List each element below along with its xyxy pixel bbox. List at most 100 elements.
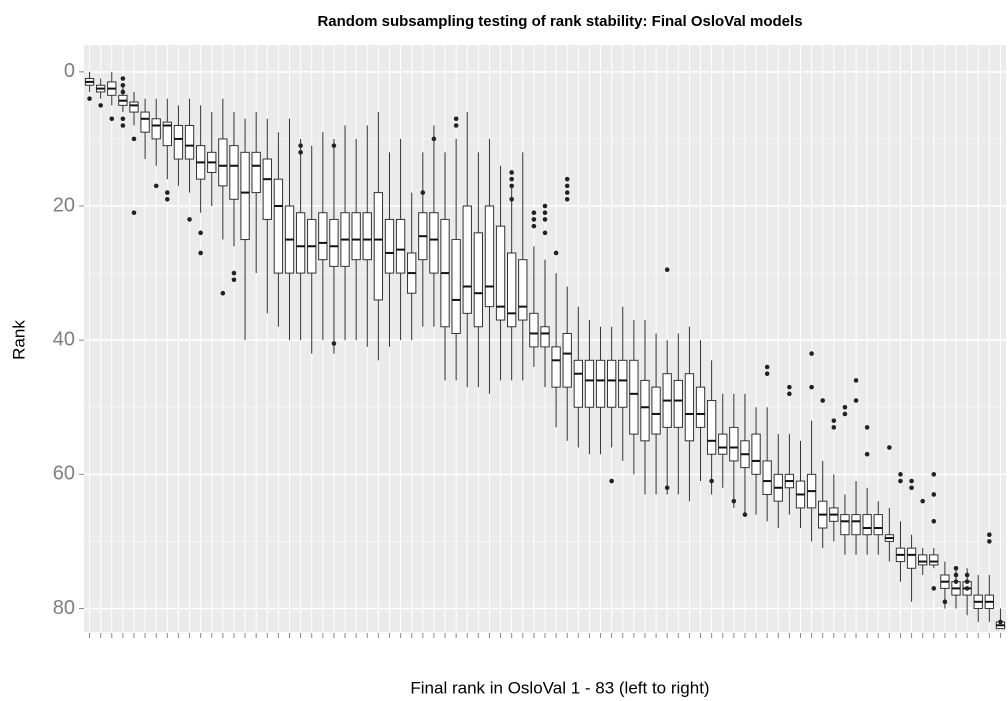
outlier (964, 579, 970, 584)
box (906, 547, 917, 569)
outlier (198, 230, 203, 236)
outlier (909, 485, 914, 491)
box (918, 554, 928, 566)
outlier (87, 96, 92, 101)
box (395, 218, 406, 274)
outlier (931, 519, 937, 524)
outlier (120, 89, 126, 95)
outlier (998, 619, 1003, 625)
outlier (953, 572, 959, 578)
outlier (553, 250, 559, 256)
outlier (664, 485, 670, 491)
box (629, 359, 639, 435)
box (595, 359, 606, 408)
outlier (509, 196, 514, 202)
y-tick-label: 60 (53, 463, 75, 485)
outlier (764, 364, 770, 370)
box (851, 514, 861, 536)
chart-title: Random subsampling testing of rank stabi… (317, 13, 802, 30)
outlier (931, 492, 937, 497)
y-tick-label: 40 (53, 328, 75, 350)
outlier (298, 143, 303, 148)
box (384, 218, 395, 274)
box (429, 212, 439, 274)
outlier (864, 425, 870, 430)
outlier (231, 277, 237, 283)
box (218, 138, 228, 187)
box (507, 252, 517, 328)
y-tick-label: 20 (53, 194, 75, 216)
box (151, 118, 161, 140)
box (706, 400, 717, 455)
box (451, 239, 461, 334)
outlier (664, 267, 670, 273)
outlier (564, 196, 570, 202)
outlier (842, 411, 848, 417)
box (751, 433, 761, 475)
outlier (842, 404, 848, 410)
box (618, 359, 628, 408)
outlier (542, 210, 548, 216)
outlier (853, 378, 859, 383)
box (729, 426, 739, 462)
outlier (931, 586, 937, 591)
box (473, 232, 484, 328)
box (329, 218, 339, 267)
outlier (420, 190, 426, 195)
outlier (831, 418, 837, 423)
box (718, 433, 728, 455)
outlier (509, 176, 514, 182)
outlier (787, 384, 792, 390)
outlier (609, 478, 614, 484)
outlier (764, 371, 770, 377)
box (362, 212, 372, 261)
outlier (853, 398, 859, 403)
box (351, 212, 361, 261)
box (562, 332, 572, 388)
box (162, 121, 172, 147)
box (184, 125, 195, 160)
outlier (831, 425, 837, 430)
box (695, 386, 706, 428)
box (873, 514, 883, 536)
outlier (987, 532, 992, 538)
outlier (731, 498, 737, 504)
outlier (964, 586, 970, 591)
outlier (542, 203, 548, 209)
outlier (953, 565, 959, 571)
box (529, 312, 539, 348)
box (551, 346, 561, 388)
box (640, 379, 650, 442)
box (173, 125, 184, 160)
box (484, 205, 495, 308)
y-axis-label: Rank (9, 320, 28, 360)
outlier (564, 183, 570, 189)
outlier (820, 398, 826, 403)
outlier (165, 190, 170, 195)
outlier (953, 579, 959, 584)
outlier (864, 451, 870, 457)
outlier (787, 391, 792, 397)
box (573, 359, 583, 408)
y-tick-label: 0 (64, 60, 75, 82)
outlier (453, 123, 459, 128)
box (684, 373, 695, 442)
outlier (453, 116, 459, 122)
outlier (920, 498, 925, 504)
box (495, 225, 506, 321)
outlier (153, 183, 159, 189)
box (462, 205, 472, 314)
outlier (187, 217, 192, 222)
box (673, 379, 683, 428)
box (129, 101, 139, 113)
outlier (509, 170, 514, 175)
outlier (987, 539, 992, 544)
box (229, 145, 239, 200)
outlier (742, 512, 748, 517)
outlier (964, 572, 970, 578)
box (295, 212, 306, 274)
outlier (98, 103, 103, 108)
outlier (809, 351, 814, 356)
box (584, 359, 595, 408)
